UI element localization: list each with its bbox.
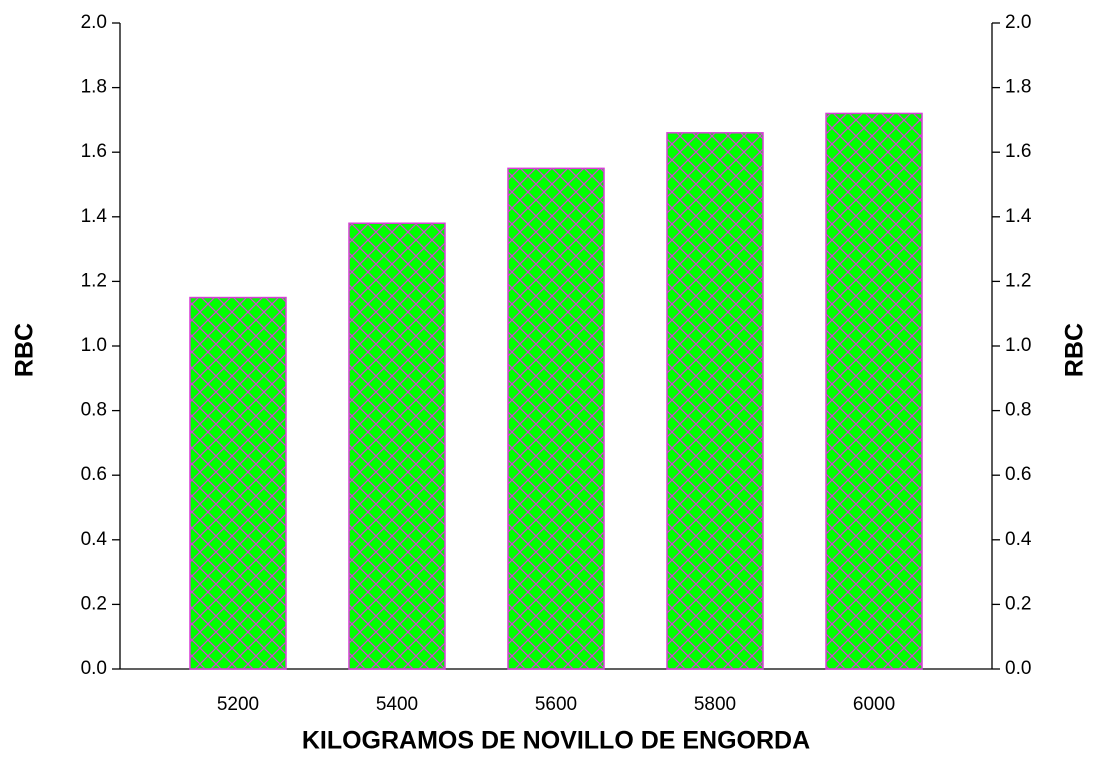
y2-tick-label: 1.8 [1005,77,1031,98]
y-tick-label: 0.0 [81,658,107,679]
y-tick-label: 1.2 [81,270,107,291]
bar [825,112,923,670]
y-tick-label: 1.8 [81,77,107,98]
y2-tick-label: 1.2 [1005,270,1031,291]
x-tick-label: 5400 [376,694,418,715]
y2-tick-label: 1.6 [1005,141,1031,162]
y2-axis-label: RBC [1061,323,1089,377]
x-axis-label: KILOGRAMOS DE NOVILLO DE ENGORDA [302,727,810,755]
bar [666,132,764,670]
y2-tick-label: 0.0 [1005,658,1031,679]
y2-tick-label: 0.8 [1005,400,1031,421]
y2-tick-label: 0.4 [1005,529,1032,550]
y-tick-label: 2.0 [81,12,107,33]
y-tick-label: 0.8 [81,400,107,421]
x-tick-label: 5600 [535,694,577,715]
y-tick-label: 0.2 [81,593,107,614]
y2-tick-label: 2.0 [1005,12,1031,33]
y2-tick-label: 0.2 [1005,593,1031,614]
y-axis-label: RBC [11,323,39,377]
y-tick-label: 1.0 [81,335,107,356]
y-tick-label: 0.6 [81,464,107,485]
y2-tick-label: 1.4 [1005,206,1032,227]
y-tick-label: 1.6 [81,141,107,162]
y2-tick-label: 0.6 [1005,464,1031,485]
x-tick-label: 5800 [694,694,736,715]
bar [507,167,605,670]
y-tick-label: 0.4 [81,529,108,550]
x-tick-label: 6000 [853,694,895,715]
x-tick-label: 5200 [217,694,259,715]
bar [348,222,446,670]
y-tick-label: 1.4 [81,206,108,227]
y2-tick-label: 1.0 [1005,335,1031,356]
bar [189,296,287,670]
